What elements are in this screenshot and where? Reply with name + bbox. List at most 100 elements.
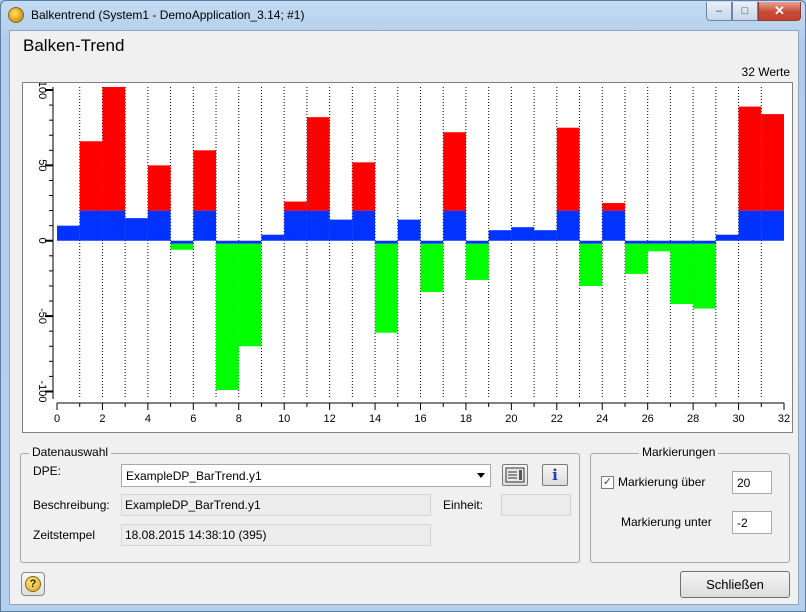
x-tick-label: 28 xyxy=(687,413,699,425)
bar-segment-30 xyxy=(715,234,739,241)
bar-segment-2 xyxy=(79,210,103,241)
bar-segment-26 xyxy=(624,240,648,244)
bar-segment-32 xyxy=(761,114,784,211)
beschreibung-field: ExampleDP_BarTrend.y1 xyxy=(121,494,431,516)
datenauswahl-legend: Datenauswahl xyxy=(29,445,112,459)
bar-segment-14 xyxy=(352,210,376,241)
dp-selector-button[interactable] xyxy=(502,464,528,486)
dialog-client-area: Balken-Trend 32 Werte 100 50 0 -50 -100 0 2 4 6 8… xyxy=(9,30,799,605)
bar-segment-18 xyxy=(443,132,466,211)
einheit-field xyxy=(501,494,571,516)
bar-segment-21 xyxy=(511,227,535,241)
close-window-button[interactable]: ✕ xyxy=(758,2,801,21)
bar-segment-10 xyxy=(261,234,285,241)
bar-segment-4 xyxy=(125,218,148,241)
bar-segment-26 xyxy=(624,243,648,274)
schliessen-button[interactable]: Schließen xyxy=(680,571,790,598)
bar-segment-7 xyxy=(193,150,217,211)
bar-segment-14 xyxy=(352,162,376,211)
x-tick-label: 18 xyxy=(460,413,472,425)
bar-segment-29 xyxy=(693,243,716,309)
bar-segment-18 xyxy=(443,210,466,241)
bar-segment-12 xyxy=(306,117,330,211)
bar-segment-6 xyxy=(170,240,194,244)
x-tick-label: 22 xyxy=(551,413,563,425)
bar-segment-24 xyxy=(579,243,603,286)
markierung-ueber-label: Markierung über xyxy=(618,475,706,489)
bar-segment-22 xyxy=(534,230,557,241)
zeitstempel-field: 18.08.2015 14:38:10 (395) xyxy=(121,524,431,546)
help-button[interactable]: ? xyxy=(21,572,45,596)
markierungen-group: Markierungen ✓ Markierung über 20 Markie… xyxy=(590,445,790,563)
bar-segment-17 xyxy=(420,243,444,292)
bar-segment-19 xyxy=(465,243,489,280)
beschreibung-label: Beschreibung: xyxy=(33,498,110,512)
dpe-select-value: ExampleDP_BarTrend.y1 xyxy=(126,469,262,483)
y-tick-label: -50 xyxy=(36,308,48,324)
bar-segment-6 xyxy=(170,243,194,250)
markierungen-legend: Markierungen xyxy=(639,445,719,459)
bar-segment-5 xyxy=(147,210,171,241)
x-tick-label: 10 xyxy=(278,413,290,425)
bar-segment-29 xyxy=(693,240,716,244)
bar-segment-15 xyxy=(375,243,398,333)
bar-segment-20 xyxy=(488,230,512,241)
bar-segment-8 xyxy=(216,243,239,390)
dp-selector-icon xyxy=(505,467,525,483)
y-tick-label: 50 xyxy=(36,159,48,171)
x-tick-label: 14 xyxy=(369,413,381,425)
x-tick-label: 30 xyxy=(732,413,744,425)
bar-segment-12 xyxy=(306,210,330,241)
bar-segment-16 xyxy=(397,219,421,241)
bar-segment-23 xyxy=(556,210,580,241)
bar-segment-24 xyxy=(579,240,603,244)
x-tick-label: 2 xyxy=(99,413,105,425)
minimize-button[interactable]: – xyxy=(706,2,732,21)
bar-segment-5 xyxy=(147,165,171,211)
einheit-label: Einheit: xyxy=(443,498,484,512)
bar-segment-25 xyxy=(602,203,625,211)
page-title: Balken-Trend xyxy=(23,36,125,55)
x-tick-label: 32 xyxy=(778,413,790,425)
bar-segment-31 xyxy=(738,210,762,241)
bar-segment-2 xyxy=(79,141,103,211)
x-tick-label: 12 xyxy=(324,413,336,425)
bar-segment-32 xyxy=(761,210,784,241)
maximize-button[interactable]: □ xyxy=(732,2,758,21)
markierung-unter-input[interactable]: -2 xyxy=(732,511,772,534)
bar-segment-27 xyxy=(647,240,671,244)
x-tick-label: 4 xyxy=(145,413,151,425)
bar-segment-3 xyxy=(102,210,126,241)
title-bar[interactable]: Balkentrend (System1 - DemoApplication_3… xyxy=(1,1,805,29)
bar-segment-11 xyxy=(284,201,307,211)
x-tick-label: 6 xyxy=(190,413,196,425)
bar-segment-23 xyxy=(556,127,580,211)
bar-segment-25 xyxy=(602,210,625,241)
bar-segment-15 xyxy=(375,240,398,244)
y-tick-label: 0 xyxy=(36,238,48,244)
bar-segment-3 xyxy=(102,87,126,211)
markierung-ueber-checkbox[interactable]: ✓ xyxy=(601,476,614,489)
bar-segment-28 xyxy=(670,243,694,305)
x-tick-label: 24 xyxy=(596,413,608,425)
bar-segment-11 xyxy=(284,210,307,241)
bar-segment-7 xyxy=(193,210,217,241)
info-button[interactable]: i xyxy=(542,464,568,486)
bar-segment-9 xyxy=(238,243,262,347)
dpe-select[interactable]: ExampleDP_BarTrend.y1 xyxy=(121,464,491,487)
app-icon xyxy=(8,7,24,23)
bar-segment-19 xyxy=(465,240,489,244)
help-icon: ? xyxy=(25,576,41,592)
y-tick-label: -100 xyxy=(36,380,48,402)
x-tick-label: 0 xyxy=(54,413,60,425)
bar-segment-31 xyxy=(738,106,762,211)
markierung-ueber-input[interactable]: 20 xyxy=(732,471,772,494)
dpe-label: DPE: xyxy=(33,464,62,478)
chevron-down-icon xyxy=(477,473,485,478)
bar-segment-17 xyxy=(420,240,444,244)
x-tick-label: 26 xyxy=(642,413,654,425)
bar-segment-9 xyxy=(238,240,262,244)
bar-segment-28 xyxy=(670,240,694,244)
